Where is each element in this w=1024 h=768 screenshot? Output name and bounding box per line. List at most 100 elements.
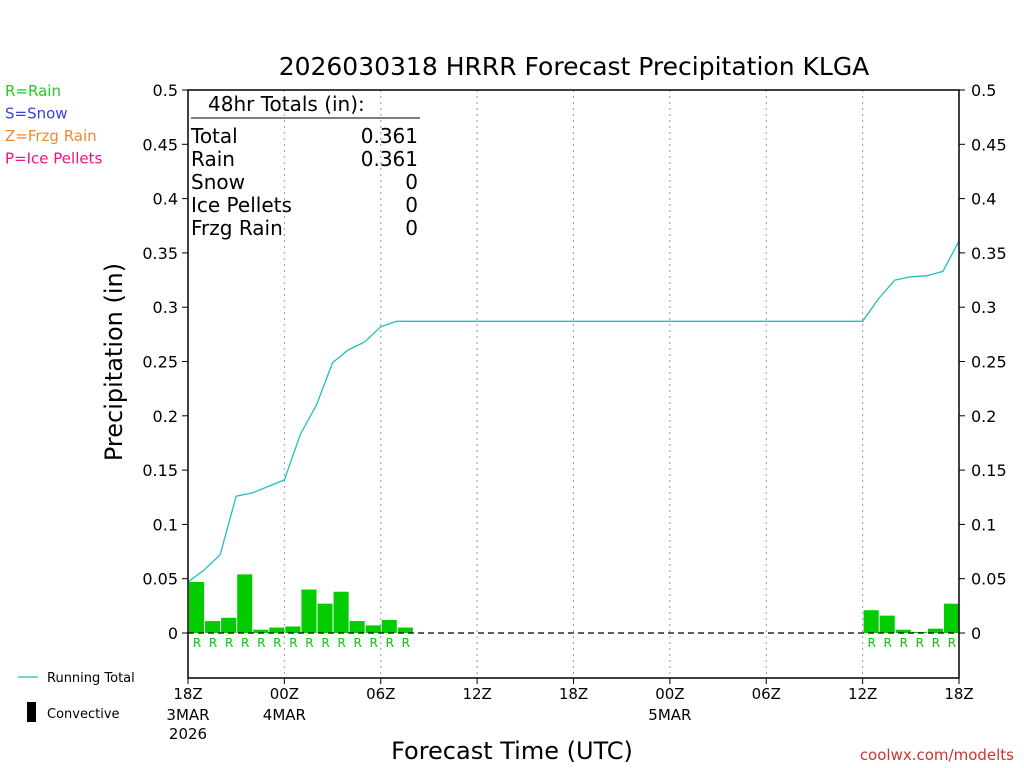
credit-text: coolwx.com/modelts	[860, 746, 1014, 764]
ptype-marker: R	[209, 636, 217, 650]
x-tick-label: 00Z	[270, 685, 299, 703]
precip-bar	[397, 627, 413, 633]
x-tick-label: 06Z	[752, 685, 781, 703]
y-tick-label-right: 0.35	[971, 244, 1007, 263]
y-tick-label-right: 0.3	[971, 298, 996, 317]
ptype-legend-item: S=Snow	[5, 105, 68, 123]
precip-bar	[237, 574, 253, 633]
totals-row-value: 0	[405, 216, 418, 240]
ptype-marker: R	[273, 636, 281, 650]
x-tick-date: 3MAR	[166, 706, 209, 724]
y-tick-label-right: 0.2	[971, 407, 996, 426]
precip-bar	[189, 581, 205, 633]
precip-bar	[205, 621, 221, 633]
ptype-marker: R	[370, 636, 378, 650]
precip-bar	[349, 621, 365, 633]
precip-bar	[895, 629, 911, 633]
y-tick-label-left: 0	[168, 624, 178, 643]
ptype-legend-item: Z=Frzg Rain	[5, 127, 97, 145]
ptype-legend-item: R=Rain	[5, 82, 61, 100]
y-tick-label-left: 0.15	[142, 461, 178, 480]
totals-row-label: Total	[190, 124, 238, 148]
ptype-marker: R	[932, 636, 940, 650]
y-tick-label-left: 0.35	[142, 244, 178, 263]
precip-bar	[943, 603, 959, 633]
precip-bar	[317, 603, 333, 633]
ptype-marker: R	[916, 636, 924, 650]
y-tick-label-right: 0.4	[971, 190, 996, 209]
ptype-marker: R	[353, 636, 361, 650]
running-total-line	[187, 240, 960, 583]
ptype-legend: R=Rain S=Snow Z=Frzg Rain P=Ice Pellets	[5, 82, 102, 168]
x-tick-date: 5MAR	[648, 706, 691, 724]
running-total-legend-label: Running Total	[47, 671, 135, 686]
y-tick-label-left: 0.1	[153, 515, 178, 534]
totals-box: 48hr Totals (in): Total 0.361 Rain 0.361 Sno…	[190, 92, 420, 240]
precip-bar	[381, 619, 397, 633]
precip-bar	[365, 625, 381, 633]
totals-row-value: 0	[405, 193, 418, 217]
y-tick-label-right: 0	[971, 624, 981, 643]
ptype-marker: R	[257, 636, 265, 650]
y-tick-label-left: 0.45	[142, 135, 178, 154]
totals-row-label: Snow	[191, 170, 245, 194]
precip-bar	[301, 589, 317, 633]
precip-bar	[285, 626, 301, 633]
y-axis-right: 0 0.05 0.1 0.15 0.2 0.25 0.3 0.35 0.4 0.45 0.5	[959, 81, 1007, 643]
y-axis-left: 0 0.05 0.1 0.15 0.2 0.25 0.3 0.35 0.4 0.45 0.5	[142, 81, 188, 643]
ptype-legend-item: P=Ice Pellets	[5, 150, 102, 168]
y-tick-label-left: 0.3	[153, 298, 178, 317]
x-tick-year: 2026	[169, 725, 207, 743]
convective-legend-label: Convective	[47, 707, 120, 722]
ptype-marker: R	[900, 636, 908, 650]
ptype-marker: R	[241, 636, 249, 650]
totals-rows: Total 0.361 Rain 0.361 Snow 0 Ice Pellets 0 Frzg…	[190, 124, 418, 240]
precip-bar	[863, 610, 879, 633]
totals-row-value: 0	[405, 170, 418, 194]
totals-row-value: 0.361	[361, 124, 418, 148]
ptype-marker: R	[289, 636, 297, 650]
y-tick-label-left: 0.5	[153, 81, 178, 100]
precip-bar	[253, 629, 269, 633]
y-tick-label-right: 0.1	[971, 515, 996, 534]
x-tick-label: 18Z	[559, 685, 588, 703]
series-legend: Running Total Convective	[18, 671, 135, 722]
precip-bar	[333, 591, 349, 633]
y-tick-label-right: 0.05	[971, 570, 1007, 589]
y-tick-label-right: 0.5	[971, 81, 996, 100]
ptype-marker: R	[193, 636, 201, 650]
x-tick-label: 00Z	[655, 685, 684, 703]
ptype-marker: R	[402, 636, 410, 650]
totals-row-label: Rain	[191, 147, 235, 171]
precip-bar	[927, 628, 943, 633]
ptype-marker: R	[884, 636, 892, 650]
hourly-precip-bars	[189, 574, 959, 633]
y-tick-label-right: 0.15	[971, 461, 1007, 480]
y-tick-label-right: 0.25	[971, 353, 1007, 372]
ptype-marker: R	[305, 636, 313, 650]
y-axis-label: Precipitation (in)	[100, 263, 128, 461]
x-tick-date: 4MAR	[263, 706, 306, 724]
precip-bar	[221, 617, 237, 633]
x-axis-label: Forecast Time (UTC)	[391, 737, 633, 765]
convective-legend-swatch	[27, 702, 36, 722]
ptype-marker: R	[321, 636, 329, 650]
precip-bar	[269, 627, 285, 633]
chart-title: 2026030318 HRRR Forecast Precipitation K…	[279, 52, 870, 81]
ptype-marker: R	[948, 636, 956, 650]
y-tick-label-left: 0.2	[153, 407, 178, 426]
totals-row-label: Ice Pellets	[191, 193, 292, 217]
y-tick-label-right: 0.45	[971, 135, 1007, 154]
totals-row-label: Frzg Rain	[191, 216, 283, 240]
grid-lines	[283, 90, 864, 678]
ptype-marker: R	[337, 636, 345, 650]
x-tick-label: 18Z	[173, 685, 202, 703]
totals-row-value: 0.361	[361, 147, 418, 171]
x-tick-label: 12Z	[462, 685, 491, 703]
x-tick-label: 06Z	[366, 685, 395, 703]
x-tick-label: 12Z	[848, 685, 877, 703]
